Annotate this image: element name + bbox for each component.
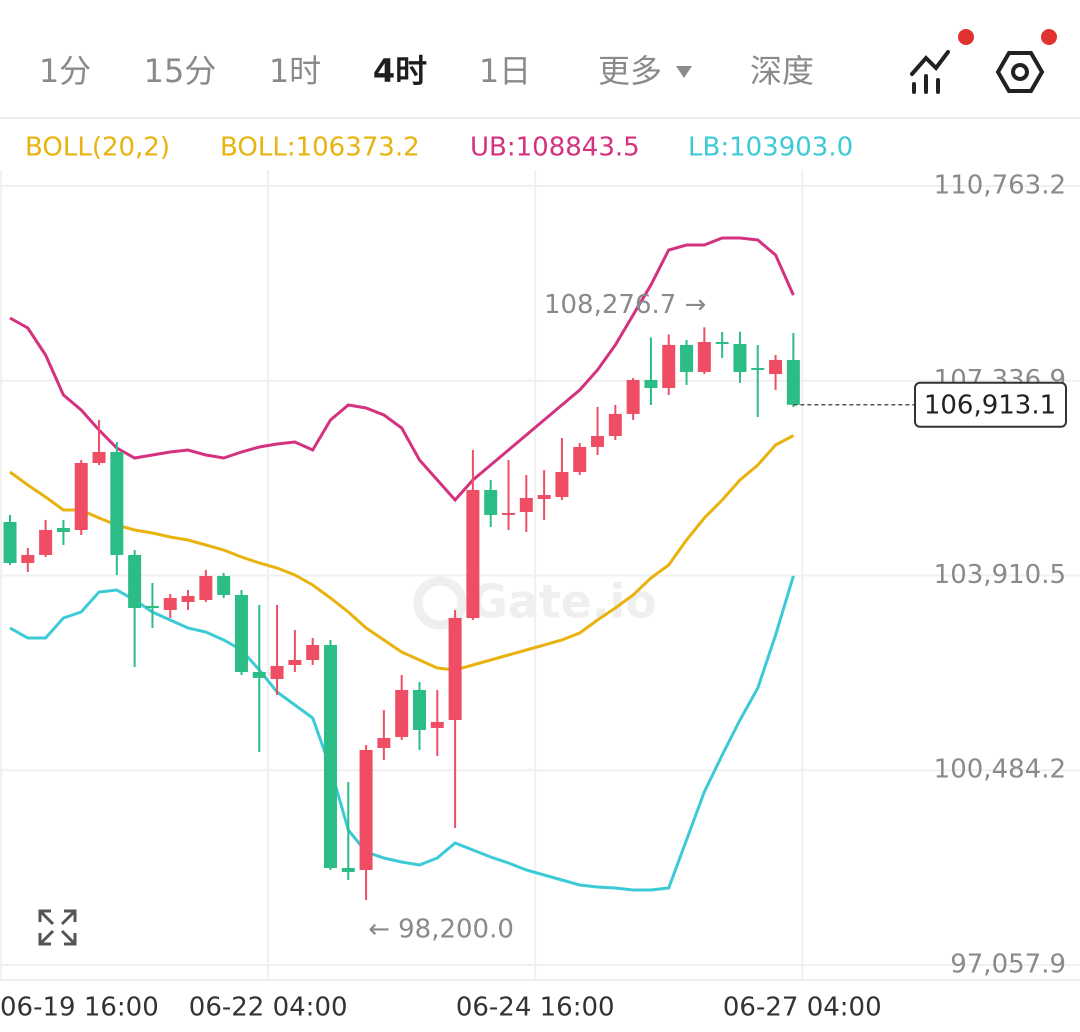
candle-body xyxy=(39,529,53,555)
x-tick-label: 06-22 04:00 xyxy=(189,993,348,1023)
tab[interactable]: 15分 xyxy=(144,52,217,90)
candle-body xyxy=(359,749,373,870)
price-label: 106,913.1 xyxy=(924,390,1056,420)
candle-body xyxy=(697,341,711,372)
x-tick-label: 06-24 16:00 xyxy=(456,993,615,1023)
tab[interactable]: 1时 xyxy=(269,52,321,90)
band-line xyxy=(9,236,795,503)
candle-body xyxy=(555,471,569,497)
x-tick-label: 06-19 16:00 xyxy=(0,993,159,1023)
candle-body xyxy=(680,344,694,372)
candle-body xyxy=(626,379,640,414)
candle-body xyxy=(74,463,88,530)
candle-body xyxy=(56,527,70,533)
candle-body xyxy=(662,344,676,388)
tab-active[interactable]: 4时 xyxy=(373,52,427,90)
candle-body xyxy=(395,689,409,737)
watermark: Gate.io xyxy=(470,575,657,629)
candle-body xyxy=(92,451,106,464)
candle-body xyxy=(323,644,337,868)
candle-body xyxy=(181,596,195,602)
candle-body xyxy=(786,359,800,405)
candle-body xyxy=(769,359,783,374)
candle-body xyxy=(448,617,462,720)
candle-body xyxy=(644,379,658,388)
price-box xyxy=(914,381,1067,428)
candle-body xyxy=(537,495,551,499)
candle-body xyxy=(234,594,248,672)
candle-body xyxy=(3,521,17,563)
tab[interactable]: 1日 xyxy=(479,52,531,90)
dropdown-arrow xyxy=(676,66,692,78)
indicator-icon[interactable] xyxy=(910,50,950,94)
candle-body xyxy=(21,554,35,563)
candle-body xyxy=(484,489,498,515)
band-line xyxy=(9,434,795,672)
badge xyxy=(1041,29,1057,45)
badge xyxy=(958,29,974,45)
candle-body xyxy=(270,665,284,679)
candle-body xyxy=(145,605,159,608)
watermark-logo xyxy=(413,576,467,630)
candle-body xyxy=(128,554,142,608)
candle-body xyxy=(110,451,124,555)
candle-body xyxy=(252,671,266,678)
indicator-label: BOLL(20,2) xyxy=(25,133,170,163)
candle-body xyxy=(288,660,302,666)
fullscreen-icon[interactable] xyxy=(38,909,77,946)
legend-entry: LB:103903.0 xyxy=(688,133,853,163)
candle-body xyxy=(377,737,391,748)
y-tick-label: 100,484.2 xyxy=(934,755,1066,785)
candle-body xyxy=(573,446,587,472)
candle-body xyxy=(751,367,765,370)
candle-body xyxy=(306,644,320,661)
depth-tab[interactable]: 深度 xyxy=(750,52,814,90)
legend-entry: BOLL:106373.2 xyxy=(220,133,420,163)
more-tab[interactable]: 更多 xyxy=(598,52,662,90)
high-annotation: 108,276.7 → xyxy=(544,290,706,320)
candle-body xyxy=(733,343,747,372)
candle-body xyxy=(217,575,231,595)
legend-entry: UB:108843.5 xyxy=(470,133,640,163)
settings-icon[interactable] xyxy=(995,51,1045,93)
candle-body xyxy=(466,489,480,618)
candle-body xyxy=(519,497,533,512)
candle-body xyxy=(715,341,729,344)
x-tick-label: 06-27 04:00 xyxy=(723,993,882,1023)
candle-body xyxy=(430,721,444,728)
y-tick-label: 97,057.9 xyxy=(950,949,1066,979)
y-tick-label: 110,763.2 xyxy=(934,170,1066,200)
tab[interactable]: 1分 xyxy=(39,52,91,90)
candle-body xyxy=(608,413,622,437)
candle-body xyxy=(591,436,605,447)
candle-body xyxy=(341,867,355,872)
y-tick-label: 103,910.5 xyxy=(934,560,1066,590)
candle-body xyxy=(199,575,213,600)
candle-body xyxy=(163,597,177,610)
candle-body xyxy=(502,512,516,515)
low-annotation: ← 98,200.0 xyxy=(368,915,514,945)
candle-body xyxy=(412,689,426,730)
